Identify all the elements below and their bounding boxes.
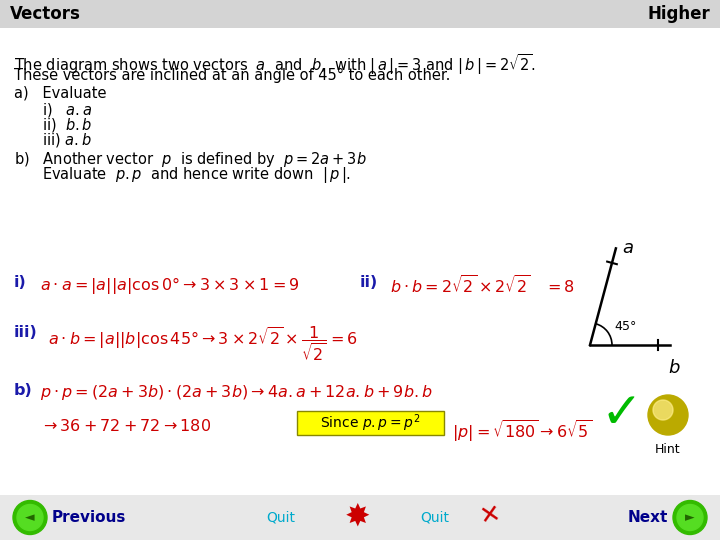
Text: Quit: Quit — [420, 510, 449, 524]
Text: Since $\mathbf{\mathit{p.p}} = p^2$: Since $\mathbf{\mathit{p.p}} = p^2$ — [320, 412, 420, 434]
Text: iii): iii) — [14, 325, 37, 340]
FancyBboxPatch shape — [297, 411, 444, 435]
Circle shape — [17, 504, 43, 530]
Text: $\mathbf{\mathit{b}} \cdot \mathbf{\mathit{b}} = 2\sqrt{2}\times2\sqrt{2} \quad : $\mathbf{\mathit{b}} \cdot \mathbf{\math… — [390, 275, 575, 297]
Circle shape — [13, 501, 47, 535]
Text: $\mathbf{\mathit{a}} \cdot \mathbf{\mathit{b}} = |\mathbf{\mathit{a}}||\mathbf{\: $\mathbf{\mathit{a}} \cdot \mathbf{\math… — [48, 325, 358, 364]
Text: ✓: ✓ — [600, 390, 642, 438]
Text: Quit: Quit — [266, 510, 295, 524]
Text: $|\mathbf{\mathit{p}}| = \sqrt{180} \rightarrow 6\sqrt{5}$: $|\mathbf{\mathit{p}}| = \sqrt{180} \rig… — [452, 418, 592, 444]
Text: a)   Evaluate: a) Evaluate — [14, 86, 107, 101]
Text: $\mathbf{\mathit{a}}$: $\mathbf{\mathit{a}}$ — [622, 239, 634, 258]
Circle shape — [648, 395, 688, 435]
Text: b)   Another vector  $\mathbf{\mathit{p}}$  is defined by  $p = 2a + 3b$: b) Another vector $\mathbf{\mathit{p}}$ … — [14, 150, 366, 169]
Text: Hint: Hint — [655, 443, 681, 456]
Text: ✕: ✕ — [477, 502, 503, 529]
Text: $\mathbf{\mathit{p}} \cdot \mathbf{\mathit{p}} = (2\mathbf{\mathit{a}}+3\mathbf{: $\mathbf{\mathit{p}} \cdot \mathbf{\math… — [40, 383, 433, 402]
Text: ii): ii) — [360, 275, 378, 290]
Text: i): i) — [14, 275, 27, 290]
Circle shape — [653, 400, 673, 420]
Text: $\rightarrow 36+72+72 \rightarrow 180$: $\rightarrow 36+72+72 \rightarrow 180$ — [40, 418, 211, 434]
Text: ►: ► — [685, 511, 695, 524]
Circle shape — [673, 501, 707, 535]
Text: i)   $\mathbf{\mathit{a.a}}$: i) $\mathbf{\mathit{a.a}}$ — [42, 101, 92, 119]
Text: These vectors are inclined at an angle of 45° to each other.: These vectors are inclined at an angle o… — [14, 68, 451, 83]
Text: ◄: ◄ — [25, 511, 35, 524]
Text: Higher: Higher — [647, 5, 710, 23]
Bar — [0, 495, 720, 540]
Text: ✸: ✸ — [344, 503, 370, 532]
Text: Previous: Previous — [52, 510, 127, 525]
Text: Next: Next — [628, 510, 668, 525]
Text: $\mathbf{\mathit{b}}$: $\mathbf{\mathit{b}}$ — [667, 359, 680, 377]
Text: $45°$: $45°$ — [614, 320, 637, 333]
Text: ii)  $\mathbf{\mathit{b.b}}$: ii) $\mathbf{\mathit{b.b}}$ — [42, 116, 92, 134]
Text: Evaluate  $\mathbf{\mathit{p.p}}$  and hence write down  $|\,\mathbf{\mathit{p}}: Evaluate $\mathbf{\mathit{p.p}}$ and hen… — [42, 165, 351, 185]
Bar — [0, 0, 720, 28]
Text: b): b) — [14, 383, 32, 398]
Text: $\mathbf{\mathit{a}} \cdot \mathbf{\mathit{a}} = |\mathbf{\mathit{a}}||\mathbf{\: $\mathbf{\mathit{a}} \cdot \mathbf{\math… — [40, 275, 300, 296]
Text: The diagram shows two vectors  $\mathbf{\mathit{a}}$  and  $\mathbf{\mathit{b}}$: The diagram shows two vectors $\mathbf{\… — [14, 52, 536, 77]
Circle shape — [677, 504, 703, 530]
Text: Vectors: Vectors — [10, 5, 81, 23]
Text: iii) $\mathbf{\mathit{a.b}}$: iii) $\mathbf{\mathit{a.b}}$ — [42, 131, 91, 149]
